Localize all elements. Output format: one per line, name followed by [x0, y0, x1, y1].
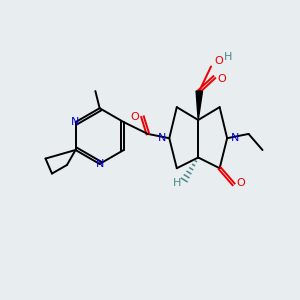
Text: N: N: [95, 159, 104, 169]
Text: H: H: [172, 178, 181, 188]
Text: O: O: [218, 74, 226, 84]
Text: N: N: [158, 133, 166, 143]
Text: O: O: [237, 178, 245, 188]
Text: O: O: [214, 56, 223, 66]
Polygon shape: [196, 91, 203, 120]
Text: H: H: [224, 52, 232, 62]
Text: N: N: [230, 133, 239, 143]
Text: O: O: [130, 112, 140, 122]
Text: N: N: [71, 117, 80, 127]
